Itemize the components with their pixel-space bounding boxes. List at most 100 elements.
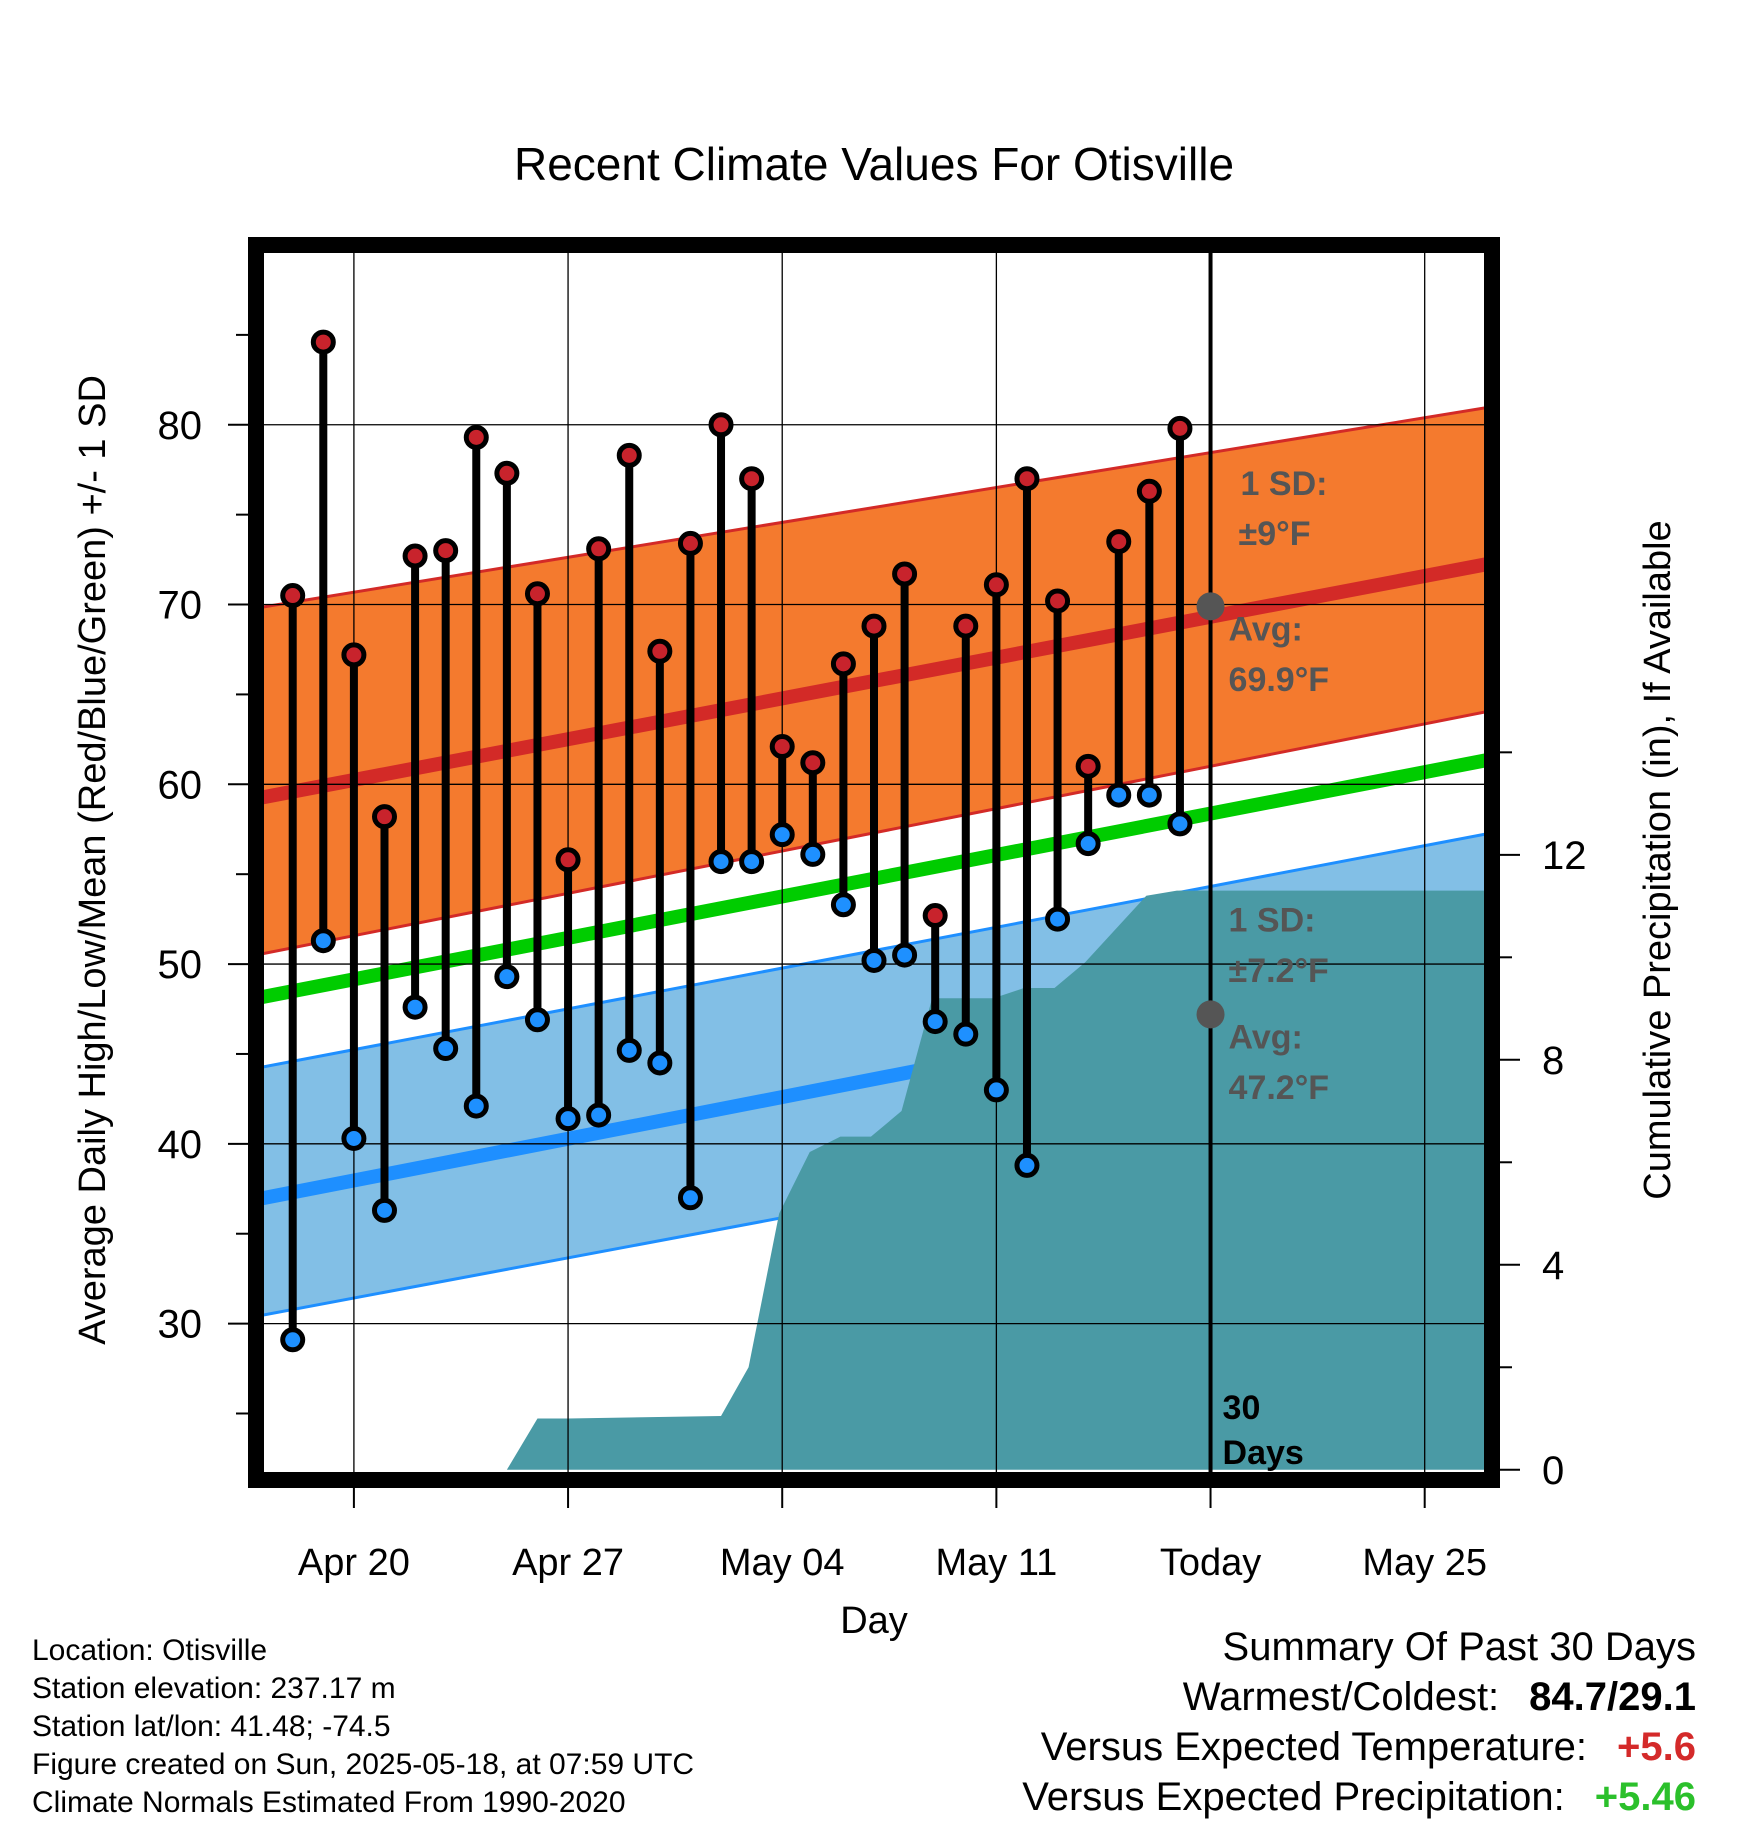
low-point — [463, 1093, 489, 1119]
low-avg-value: 47.2°F — [1229, 1069, 1330, 1107]
low-point — [402, 994, 428, 1020]
y2-tick-label: 8 — [1542, 1039, 1564, 1083]
high-point — [280, 583, 306, 609]
high-point — [555, 847, 581, 873]
high-point — [1075, 753, 1101, 779]
precip-label: Versus Expected Precipitation: — [1022, 1775, 1565, 1819]
x-tick-label: May 04 — [720, 1542, 845, 1584]
station-info: Location: Otisville Station elevation: 2… — [32, 1632, 694, 1822]
high-point — [586, 536, 612, 562]
high-point — [1106, 529, 1132, 555]
x-tick-label: May 11 — [935, 1542, 1057, 1584]
low-point — [280, 1327, 306, 1353]
high-avg-value: 69.9°F — [1229, 661, 1330, 699]
location-text: Location: Otisville — [32, 1634, 268, 1667]
low-point — [494, 964, 520, 990]
high-point — [524, 581, 550, 607]
y-axis-label: Average Daily High/Low/Mean (Red/Blue/Gr… — [72, 375, 114, 1345]
chart-title: Recent Climate Values For Otisville — [514, 138, 1234, 190]
low-point — [371, 1197, 397, 1223]
summary-warmest-row: Warmest/Coldest: 84.7/29.1 — [1022, 1672, 1696, 1722]
low-point — [800, 841, 826, 867]
precipitation-area — [506, 890, 1492, 1470]
low-point — [1075, 831, 1101, 857]
elevation-text: Station elevation: 237.17 m — [32, 1672, 396, 1705]
high-point — [402, 543, 428, 569]
low-point — [677, 1185, 703, 1211]
low-point — [1014, 1152, 1040, 1178]
low-point — [769, 822, 795, 848]
low-avg-label: Avg: — [1229, 1019, 1303, 1057]
low-point — [892, 942, 918, 968]
low-point — [586, 1102, 612, 1128]
days-count-label: 30 — [1223, 1389, 1261, 1427]
y-tick-label: 40 — [158, 1123, 203, 1167]
low-point — [310, 928, 336, 954]
low-point — [1045, 906, 1071, 932]
low-point — [341, 1125, 367, 1151]
summary-heading: Summary Of Past 30 Days — [1222, 1625, 1696, 1669]
high-point — [341, 642, 367, 668]
high-sd-label: 1 SD: — [1241, 465, 1328, 503]
low-point — [922, 1009, 948, 1035]
summary-precip-row: Versus Expected Precipitation: +5.46 — [1022, 1772, 1696, 1822]
plot-frame — [248, 237, 1500, 1488]
high-point — [1136, 478, 1162, 504]
y-tick-label: 50 — [158, 943, 203, 987]
low-point — [953, 1021, 979, 1047]
created-text: Figure created on Sun, 2025-05-18, at 07… — [32, 1748, 695, 1781]
low-point — [1106, 782, 1132, 808]
y2-tick-label: 4 — [1542, 1244, 1564, 1288]
high-avg-label: Avg: — [1229, 610, 1303, 648]
low-point — [739, 849, 765, 875]
axes: 30 40 50 60 70 80 0 4 8 12 Apr 20 Apr 27 May 04 May 1… — [158, 333, 1587, 1584]
high-point — [983, 572, 1009, 598]
temp-value: +5.6 — [1617, 1725, 1696, 1769]
high-point — [647, 638, 673, 664]
days-word-label: Days — [1223, 1434, 1304, 1472]
high-point — [953, 613, 979, 639]
summary-temp-row: Versus Expected Temperature: +5.6 — [1022, 1722, 1696, 1772]
y-tick-label: 80 — [158, 404, 203, 448]
low-point — [830, 892, 856, 918]
x-axis-label: Day — [840, 1600, 908, 1642]
high-point — [830, 651, 856, 677]
low-point — [1136, 782, 1162, 808]
high-point — [769, 734, 795, 760]
low-point — [647, 1050, 673, 1076]
low-point — [433, 1036, 459, 1062]
high-point — [310, 329, 336, 355]
high-point — [494, 460, 520, 486]
latlon-text: Station lat/lon: 41.48; -74.5 — [32, 1710, 391, 1743]
temp-label: Versus Expected Temperature: — [1040, 1725, 1588, 1769]
high-point — [800, 750, 826, 776]
today-high-avg-marker — [1196, 592, 1225, 621]
low-point — [708, 849, 734, 875]
low-point — [524, 1007, 550, 1033]
high-sd-value: ±9°F — [1239, 515, 1311, 553]
high-sd-band-upper-edge — [256, 405, 1492, 610]
high-point — [463, 424, 489, 450]
high-point — [677, 530, 703, 556]
y2-tick-label: 12 — [1542, 834, 1587, 878]
y-tick-label: 70 — [158, 584, 203, 628]
x-tick-label: Apr 27 — [512, 1542, 624, 1584]
low-point — [1167, 811, 1193, 837]
warmest-label: Warmest/Coldest: — [1182, 1675, 1500, 1719]
high-point — [922, 903, 948, 929]
high-point — [739, 466, 765, 492]
y-tick-label: 60 — [158, 763, 203, 807]
low-sd-label: 1 SD: — [1229, 902, 1316, 940]
low-point — [555, 1106, 581, 1132]
plot-area: 1 SD: ±9°F Avg: 69.9°F 1 SD: ±7.2°F Avg: 47.2°F… — [158, 237, 1587, 1584]
low-sd-value: ±7.2°F — [1229, 952, 1329, 990]
normals-text: Climate Normals Estimated From 1990-2020 — [32, 1786, 626, 1819]
precip-value: +5.46 — [1594, 1775, 1696, 1819]
summary-panel: Summary Of Past 30 Days Warmest/Coldest:… — [1022, 1622, 1696, 1822]
high-point — [1014, 466, 1040, 492]
high-point — [861, 613, 887, 639]
high-point — [708, 412, 734, 438]
low-point — [616, 1037, 642, 1063]
high-point — [371, 804, 397, 830]
